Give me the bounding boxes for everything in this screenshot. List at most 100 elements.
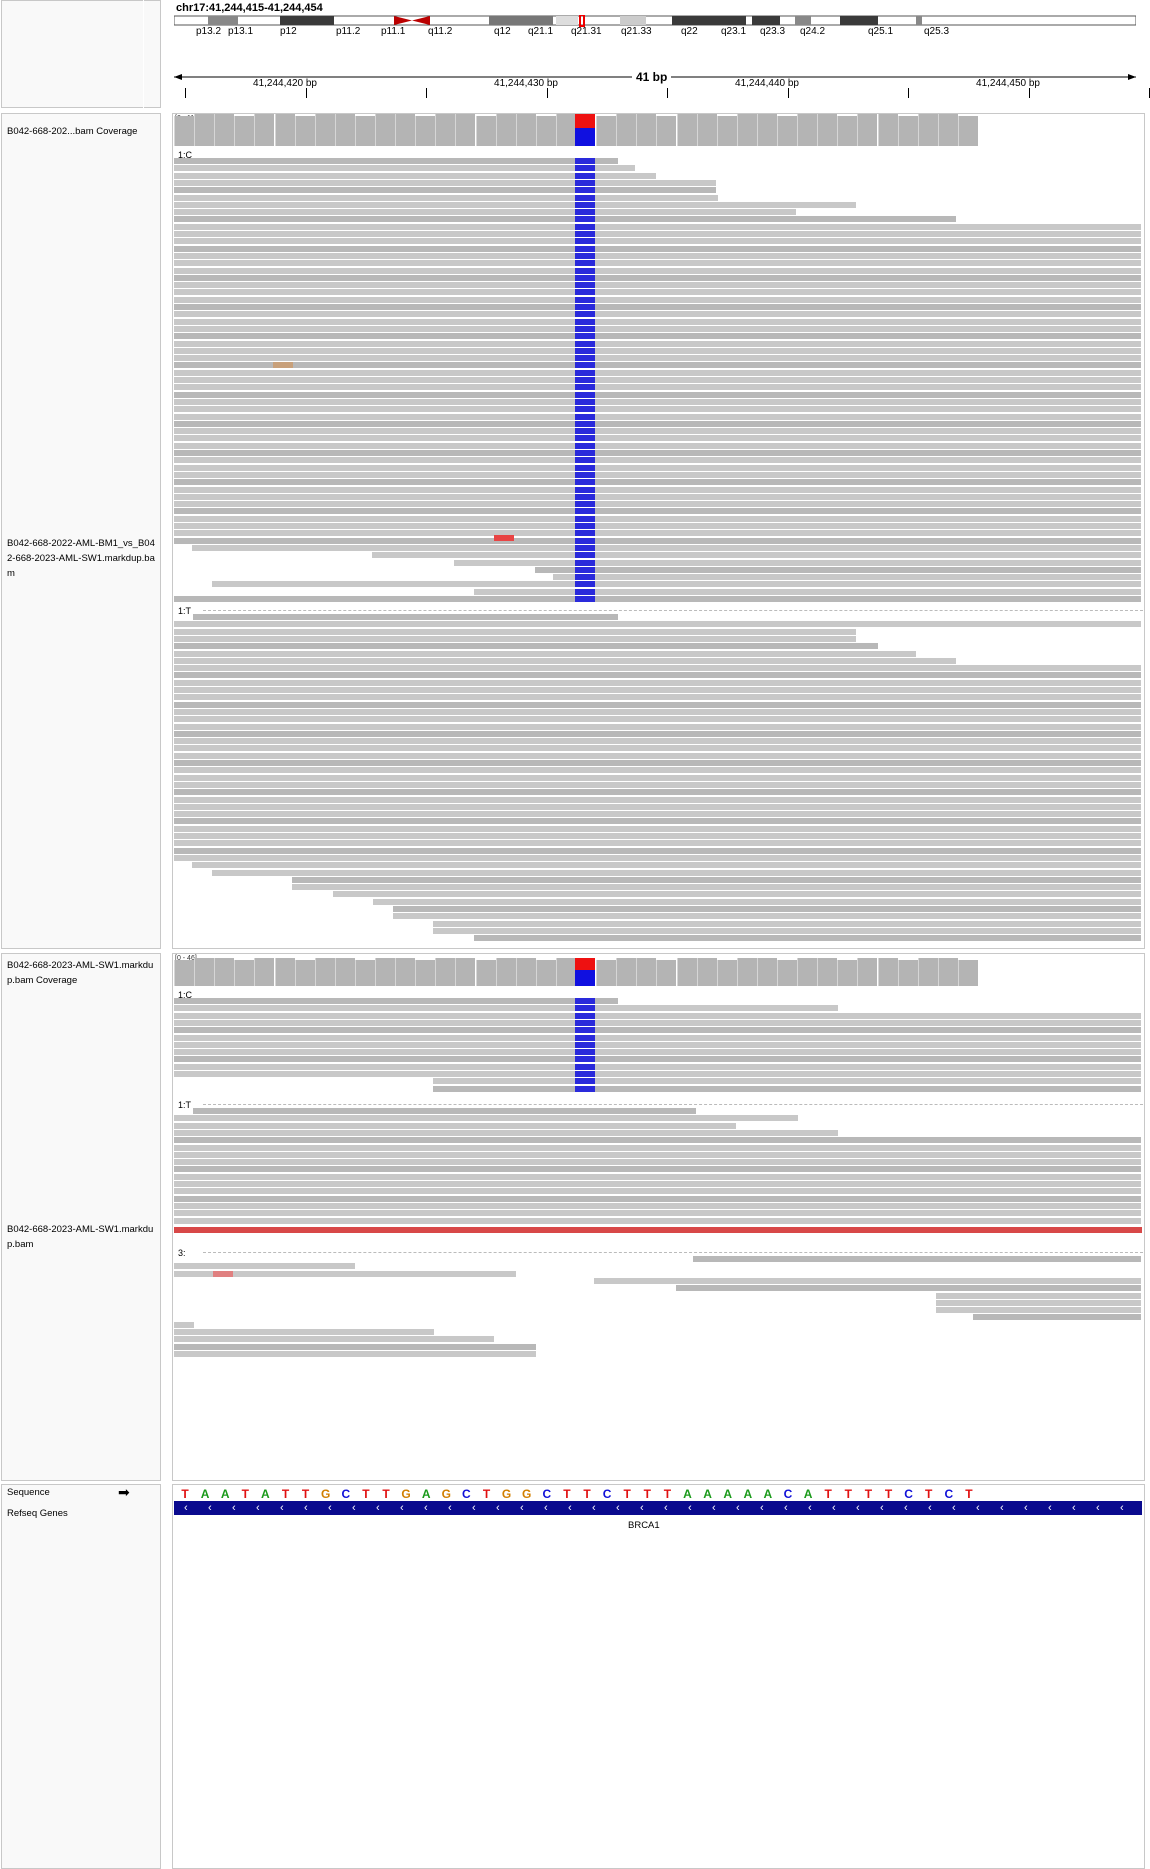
bam2-data-panel[interactable]: [0 - 46] 1:C 1:T 3: — [172, 953, 1145, 1481]
snp-base[interactable] — [575, 552, 595, 559]
snp-base[interactable] — [575, 318, 595, 325]
coverage-bar[interactable] — [756, 114, 777, 146]
read[interactable] — [174, 1137, 1141, 1144]
brca1-gene-feature[interactable]: ‹ ‹ ‹ ‹ ‹ ‹ ‹ ‹ ‹ ‹ ‹ ‹ ‹ ‹ ‹ ‹ ‹ ‹ ‹ ‹ ‹ ‹ ‹ ‹ ‹ ‹ ‹ ‹ ‹ ‹ ‹ ‹ ‹ ‹ ‹ ‹ ‹ ‹ ‹ ‹ — [174, 1501, 1142, 1515]
snp-base[interactable] — [575, 1041, 595, 1048]
read[interactable] — [292, 884, 1141, 891]
read[interactable] — [372, 552, 1141, 559]
read[interactable] — [174, 325, 1141, 332]
read[interactable] — [174, 296, 1141, 303]
read[interactable] — [292, 876, 1141, 883]
coverage-bar[interactable] — [937, 958, 958, 986]
coverage-bar[interactable] — [395, 114, 416, 146]
read[interactable] — [174, 1034, 1141, 1041]
snp-base[interactable] — [575, 340, 595, 347]
snp-base[interactable] — [575, 1078, 595, 1085]
snp-base[interactable] — [575, 1012, 595, 1019]
read[interactable] — [174, 1159, 1141, 1166]
read[interactable] — [174, 1129, 838, 1136]
read[interactable] — [174, 523, 1141, 529]
snp-base[interactable] — [575, 566, 595, 573]
coverage-bar[interactable] — [234, 116, 255, 146]
read[interactable] — [676, 1285, 1141, 1292]
read[interactable] — [174, 515, 1141, 522]
coverage-bar[interactable] — [857, 114, 878, 146]
snp-base[interactable] — [575, 1005, 595, 1012]
read[interactable] — [174, 621, 1141, 628]
read[interactable] — [192, 862, 1141, 869]
coverage-bar[interactable] — [656, 116, 677, 146]
read[interactable] — [174, 1027, 1141, 1034]
read[interactable] — [174, 672, 1141, 679]
read[interactable] — [212, 581, 1141, 588]
coverage-bar[interactable] — [455, 958, 476, 986]
read[interactable] — [174, 1144, 1141, 1151]
snp-base[interactable] — [575, 158, 595, 164]
read[interactable] — [174, 194, 718, 201]
snp-base[interactable] — [575, 435, 595, 442]
snp-base[interactable] — [575, 1056, 595, 1063]
coverage-bar[interactable] — [535, 960, 556, 986]
read[interactable] — [174, 854, 1141, 861]
snp-base[interactable] — [575, 325, 595, 332]
snp-base[interactable] — [575, 194, 595, 201]
snp-base[interactable] — [575, 398, 595, 405]
read[interactable] — [174, 1270, 516, 1277]
read[interactable] — [174, 493, 1141, 500]
coverage-bar[interactable] — [475, 960, 496, 986]
read[interactable] — [174, 413, 1141, 420]
coverage-bar[interactable] — [636, 114, 657, 146]
read[interactable] — [193, 614, 618, 620]
bam1-data-panel[interactable]: [0 - 114]1:C1:T — [172, 113, 1145, 949]
coverage-bar[interactable] — [515, 114, 536, 146]
snp-base[interactable] — [575, 1027, 595, 1034]
bam2-name-panel[interactable]: B042-668-2023-AML-SW1.markdup.bam Covera… — [1, 953, 161, 1481]
snp-base[interactable] — [575, 304, 595, 310]
snp-base[interactable] — [575, 574, 595, 581]
read[interactable] — [174, 1005, 838, 1012]
coverage-bar[interactable] — [837, 960, 858, 986]
mismatch-base[interactable] — [174, 1227, 1142, 1233]
read[interactable] — [174, 267, 1141, 274]
snp-base[interactable] — [575, 311, 595, 318]
snp-base[interactable] — [575, 238, 595, 245]
read[interactable] — [174, 318, 1141, 325]
coverage-bar[interactable] — [475, 116, 496, 146]
read[interactable] — [174, 701, 1141, 708]
read[interactable] — [174, 282, 1141, 289]
read[interactable] — [474, 588, 1141, 595]
coverage-bar[interactable] — [194, 114, 215, 146]
read[interactable] — [174, 1181, 1141, 1187]
coverage-bar[interactable] — [636, 958, 657, 986]
read[interactable] — [174, 825, 1141, 832]
read[interactable] — [174, 1263, 355, 1270]
bam1-track-label[interactable]: B042-668-2022-AML-BM1_vs_B042-668-2023-A… — [7, 538, 155, 579]
refseq-genes-label[interactable]: Refseq Genes — [7, 1508, 68, 1519]
coverage-bar-ref[interactable] — [575, 970, 595, 986]
read[interactable] — [174, 635, 856, 642]
snp-base[interactable] — [575, 515, 595, 522]
chromosome-ideogram[interactable] — [174, 15, 1136, 27]
read[interactable] — [973, 1314, 1141, 1321]
snp-base[interactable] — [575, 523, 595, 529]
snp-base[interactable] — [575, 216, 595, 223]
read[interactable] — [174, 304, 1141, 310]
coverage-bar[interactable] — [435, 958, 456, 986]
read[interactable] — [174, 274, 1141, 281]
read[interactable] — [174, 1188, 1141, 1195]
coverage-bar[interactable] — [214, 958, 235, 986]
snp-base[interactable] — [575, 223, 595, 230]
read[interactable] — [174, 767, 1141, 774]
coverage-bar[interactable] — [777, 116, 797, 146]
snp-base[interactable] — [575, 508, 595, 515]
mismatch-base[interactable] — [213, 1271, 233, 1277]
read[interactable] — [174, 209, 796, 216]
coverage-bar[interactable] — [676, 114, 697, 146]
read[interactable] — [174, 1012, 1141, 1019]
read[interactable] — [192, 544, 1141, 551]
snp-base[interactable] — [575, 588, 595, 595]
coverage-bar[interactable] — [455, 114, 476, 146]
coverage-bar[interactable] — [254, 958, 275, 986]
read[interactable] — [174, 708, 1141, 715]
coverage-bar[interactable] — [877, 114, 898, 146]
